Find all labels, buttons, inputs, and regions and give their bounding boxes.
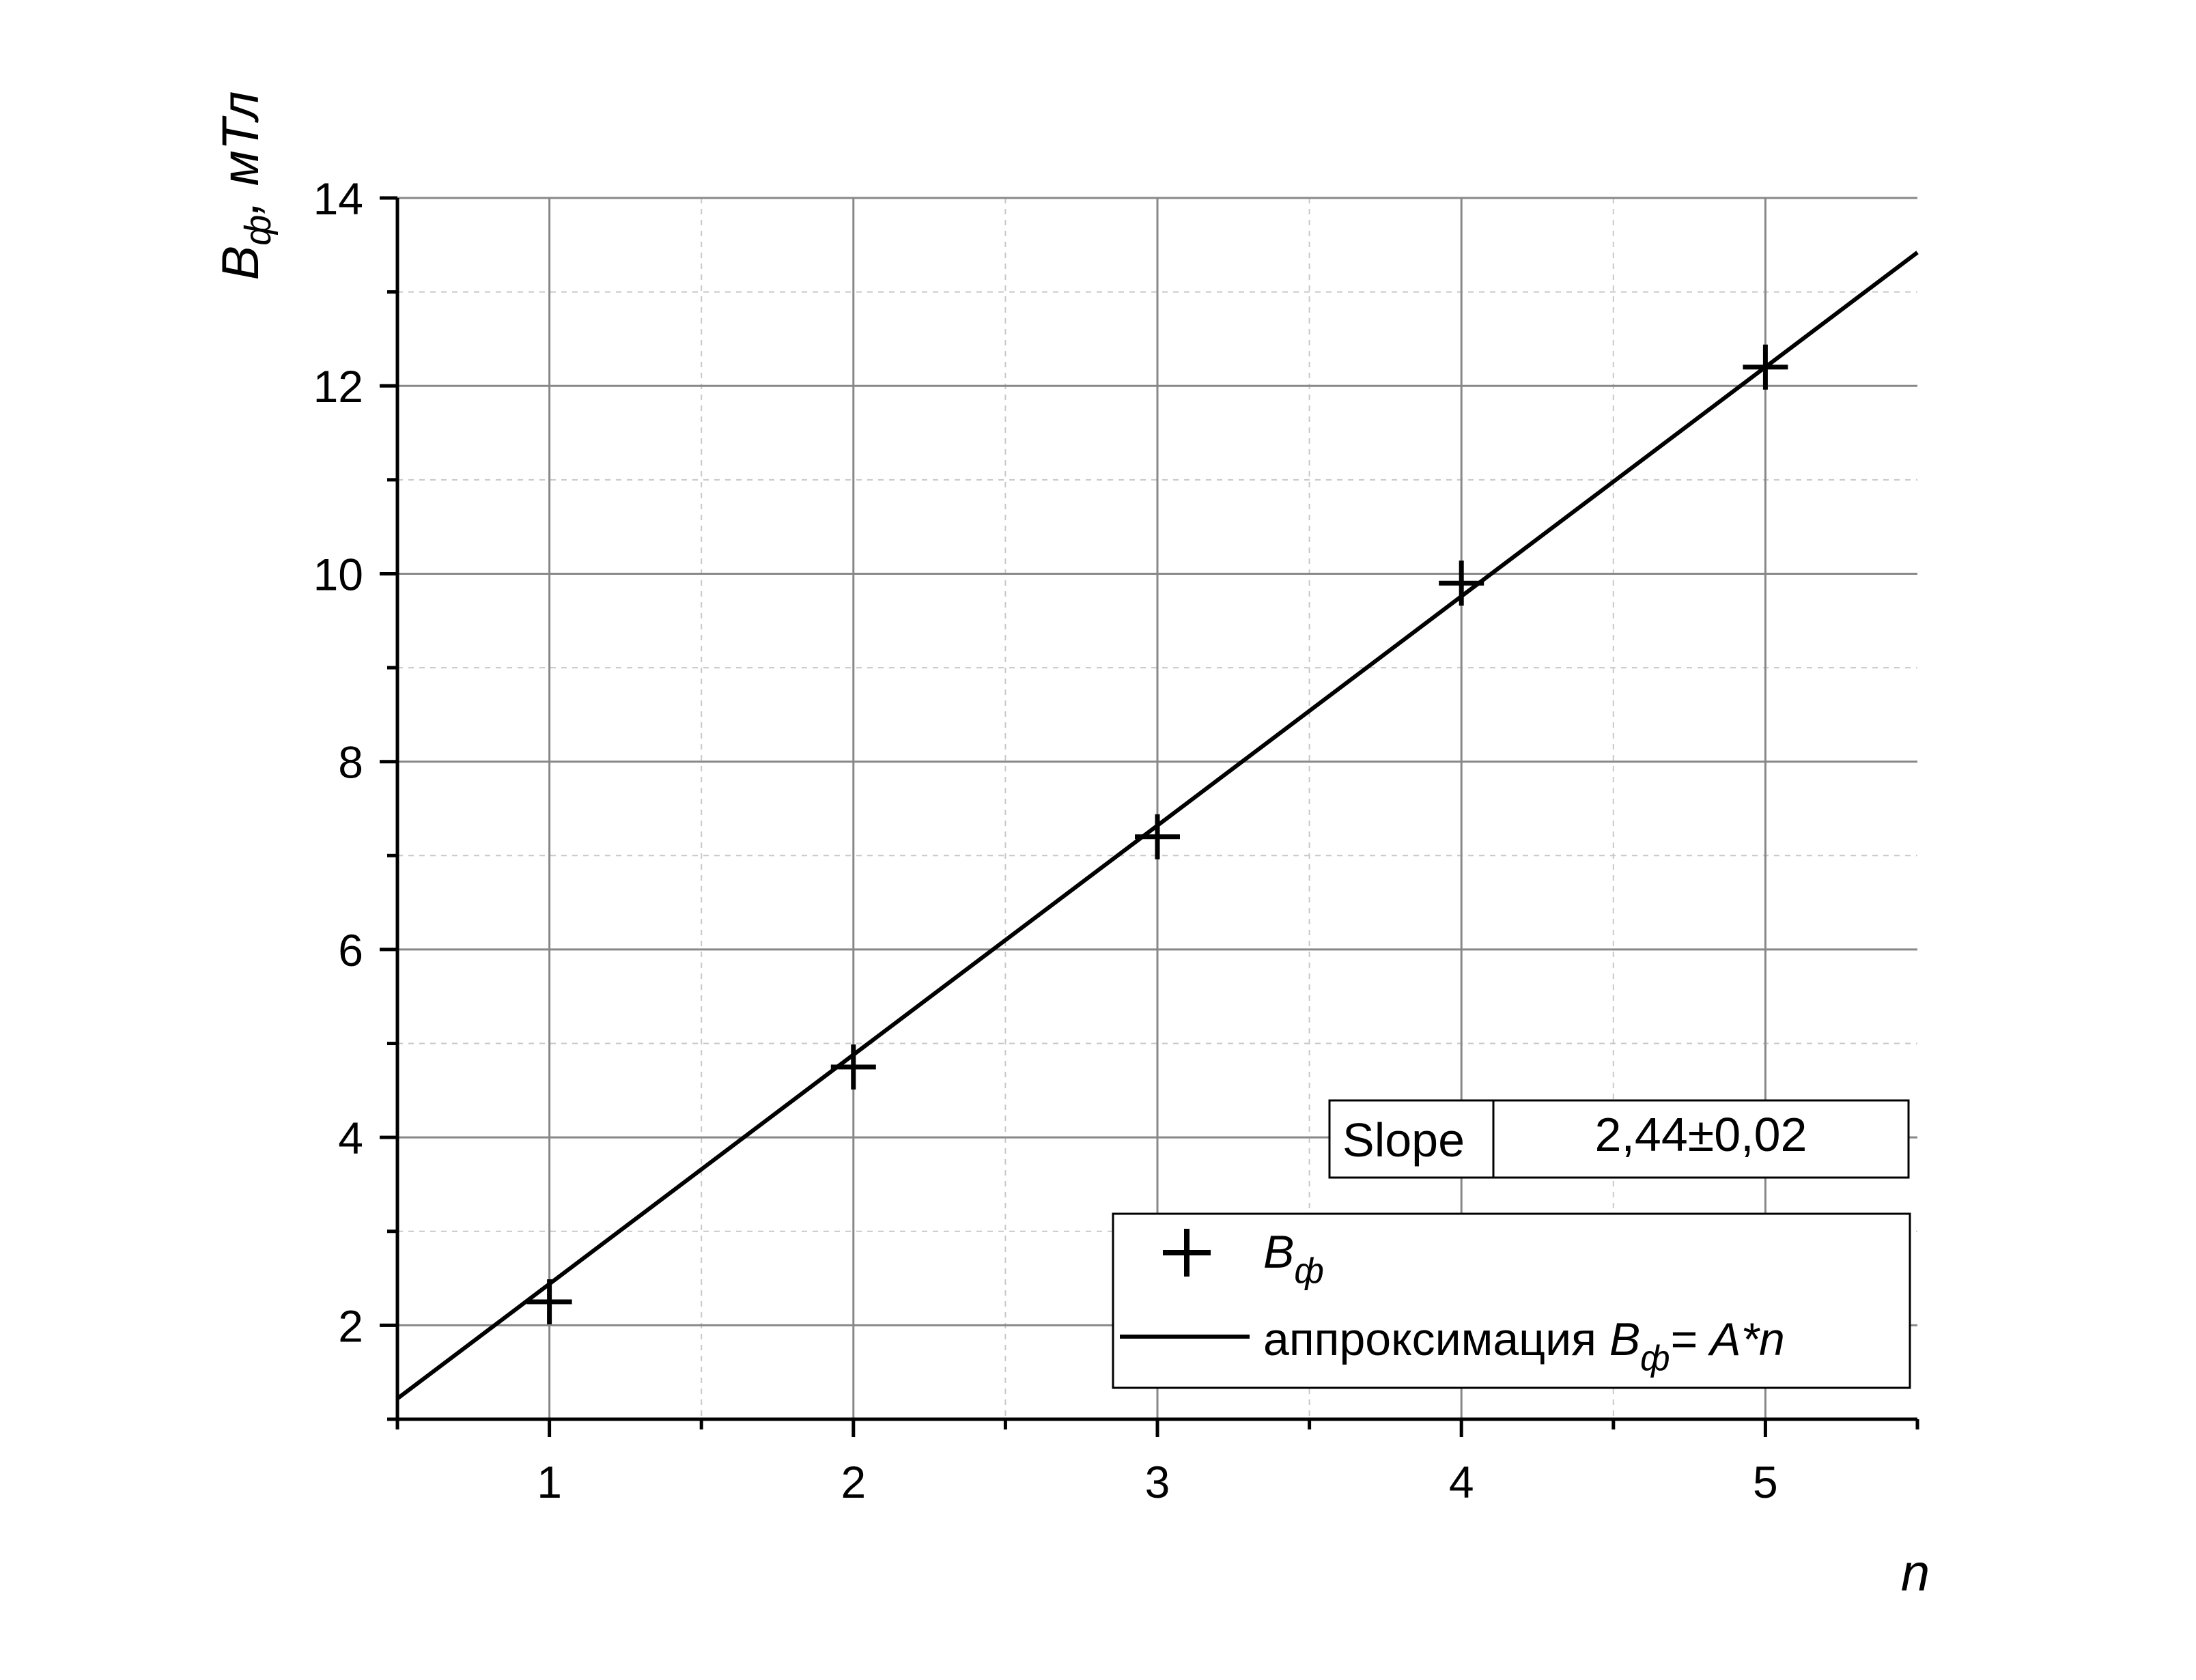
legend-label-fit-prefix: аппроксимация	[1263, 1313, 1609, 1365]
data-point	[830, 1044, 876, 1090]
data-point	[1439, 560, 1484, 606]
legend-frame	[1112, 1212, 1911, 1389]
x-tick-label: 2	[841, 1457, 866, 1507]
y-tick-label: 12	[313, 361, 363, 412]
y-tick-label: 4	[338, 1113, 363, 1163]
legend-label-fit-suffix: = A*n	[1670, 1313, 1785, 1365]
y-tick-label: 10	[313, 549, 363, 599]
y-axis-title-unit: , мТл	[212, 91, 270, 215]
legend: Bф аппроксимация Bф= A*n	[1112, 1212, 1911, 1389]
legend-label-fit-symbol: B	[1609, 1313, 1640, 1365]
stats-table: Slope 2,44±0,02	[1328, 1099, 1910, 1179]
y-tick-label: 14	[313, 173, 363, 224]
y-tick-label: 6	[338, 925, 363, 976]
legend-label-fit-subscript: ф	[1640, 1339, 1670, 1378]
x-tick-label: 5	[1753, 1457, 1778, 1507]
legend-marker-plus	[1163, 1229, 1211, 1277]
data-point	[1743, 344, 1788, 390]
legend-label-data-subscript: ф	[1294, 1251, 1323, 1291]
y-ticks: 2 4 6 8 10 12 14	[313, 173, 397, 1421]
legend-label-fit: аппроксимация Bф= A*n	[1263, 1313, 1785, 1378]
y-tick-label: 8	[338, 737, 363, 788]
legend-label-data-symbol: B	[1263, 1226, 1294, 1278]
data-markers	[526, 344, 1788, 1324]
stats-table-frame	[1328, 1099, 1910, 1179]
x-ticks: 1 2 3 4 5	[395, 1419, 1919, 1507]
stats-table-label: Slope	[1342, 1113, 1465, 1167]
x-tick-label: 1	[537, 1457, 562, 1507]
x-tick-label: 3	[1145, 1457, 1170, 1507]
y-axis-title: Bф, мТл	[212, 91, 279, 281]
x-tick-label: 4	[1449, 1457, 1474, 1507]
legend-label-data: Bф	[1263, 1226, 1324, 1291]
y-tick-label: 2	[338, 1300, 363, 1351]
data-point	[1135, 814, 1180, 859]
y-axis-title-subscript: ф	[238, 215, 279, 246]
stats-table-value: 2,44±0,02	[1595, 1108, 1807, 1161]
y-axis-title-symbol: B	[212, 246, 270, 281]
data-point	[526, 1279, 572, 1324]
x-axis-title: n	[1901, 1544, 1930, 1602]
